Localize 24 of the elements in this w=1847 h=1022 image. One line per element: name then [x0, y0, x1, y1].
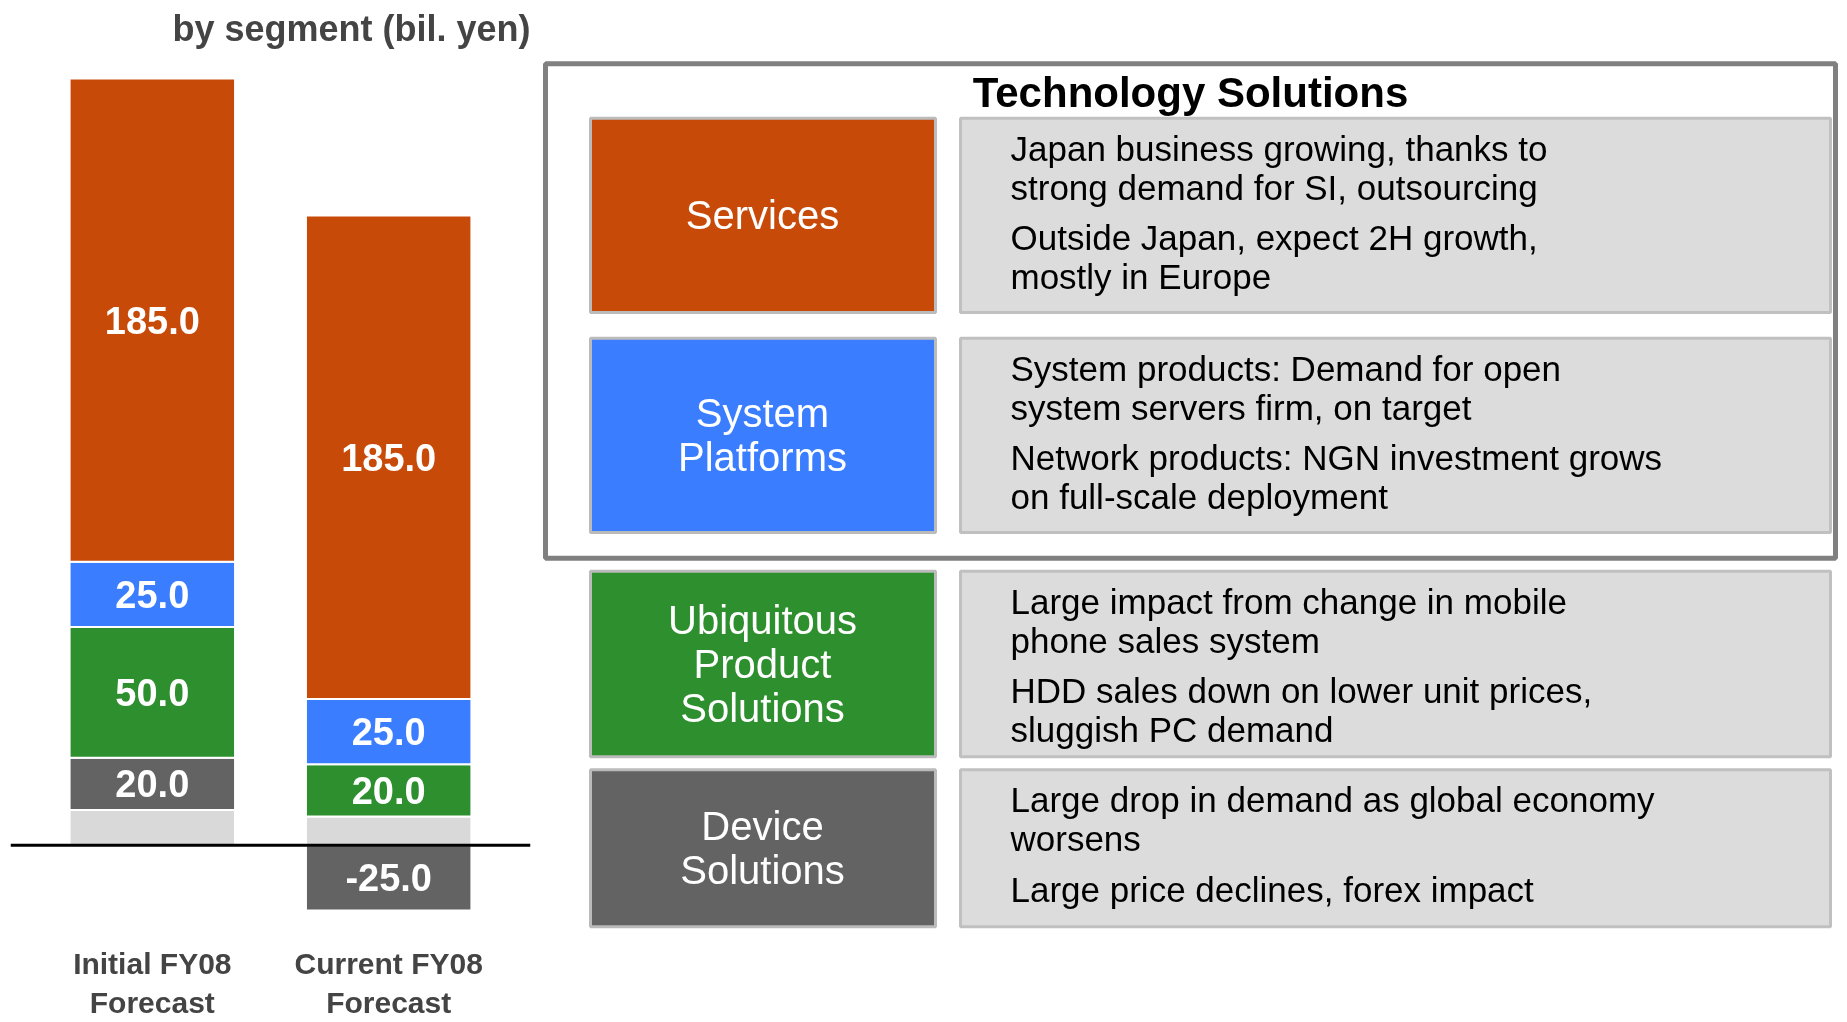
data-label: 25.0: [351, 711, 426, 754]
data-label: -25.0: [345, 857, 432, 900]
x-tick-label: Initial FY08 Forecast: [73, 946, 232, 1020]
data-label: 50.0: [115, 671, 190, 714]
text: Outside Japan, expect 2H growth, mostly in Europe: [1010, 218, 1538, 297]
text: HDD sales down on lower unit prices, sluggish PC demand: [1010, 671, 1593, 750]
data-label: 20.0: [351, 769, 426, 812]
text: Device Solutions: [680, 804, 845, 893]
text: Network products: NGN investment grows on full-scale deployment: [1010, 438, 1663, 517]
text: Japan business growing, thanks to strong demand for SI, outsourcing: [1010, 128, 1548, 207]
data-label: 20.0: [115, 763, 190, 806]
chart-title: by segment (bil. yen): [172, 7, 531, 49]
x-tick-label: Current FY08 Forecast: [294, 946, 483, 1020]
text: System products: Demand for open system servers firm, on target: [1010, 348, 1562, 427]
text: System Platforms: [678, 391, 847, 480]
data-label: 185.0: [104, 299, 200, 342]
text: Large price declines, forex impact: [1010, 869, 1535, 909]
text: Services: [685, 193, 840, 238]
data-label: 25.0: [115, 573, 190, 616]
text: Large drop in demand as global economy worsens: [1009, 780, 1656, 859]
text: Technology Solutions: [972, 68, 1409, 116]
text: Ubiquitous Product Solutions: [668, 598, 858, 731]
text: Large impact from change in mobile phone sales system: [1010, 581, 1567, 660]
data-label: 185.0: [341, 436, 437, 479]
